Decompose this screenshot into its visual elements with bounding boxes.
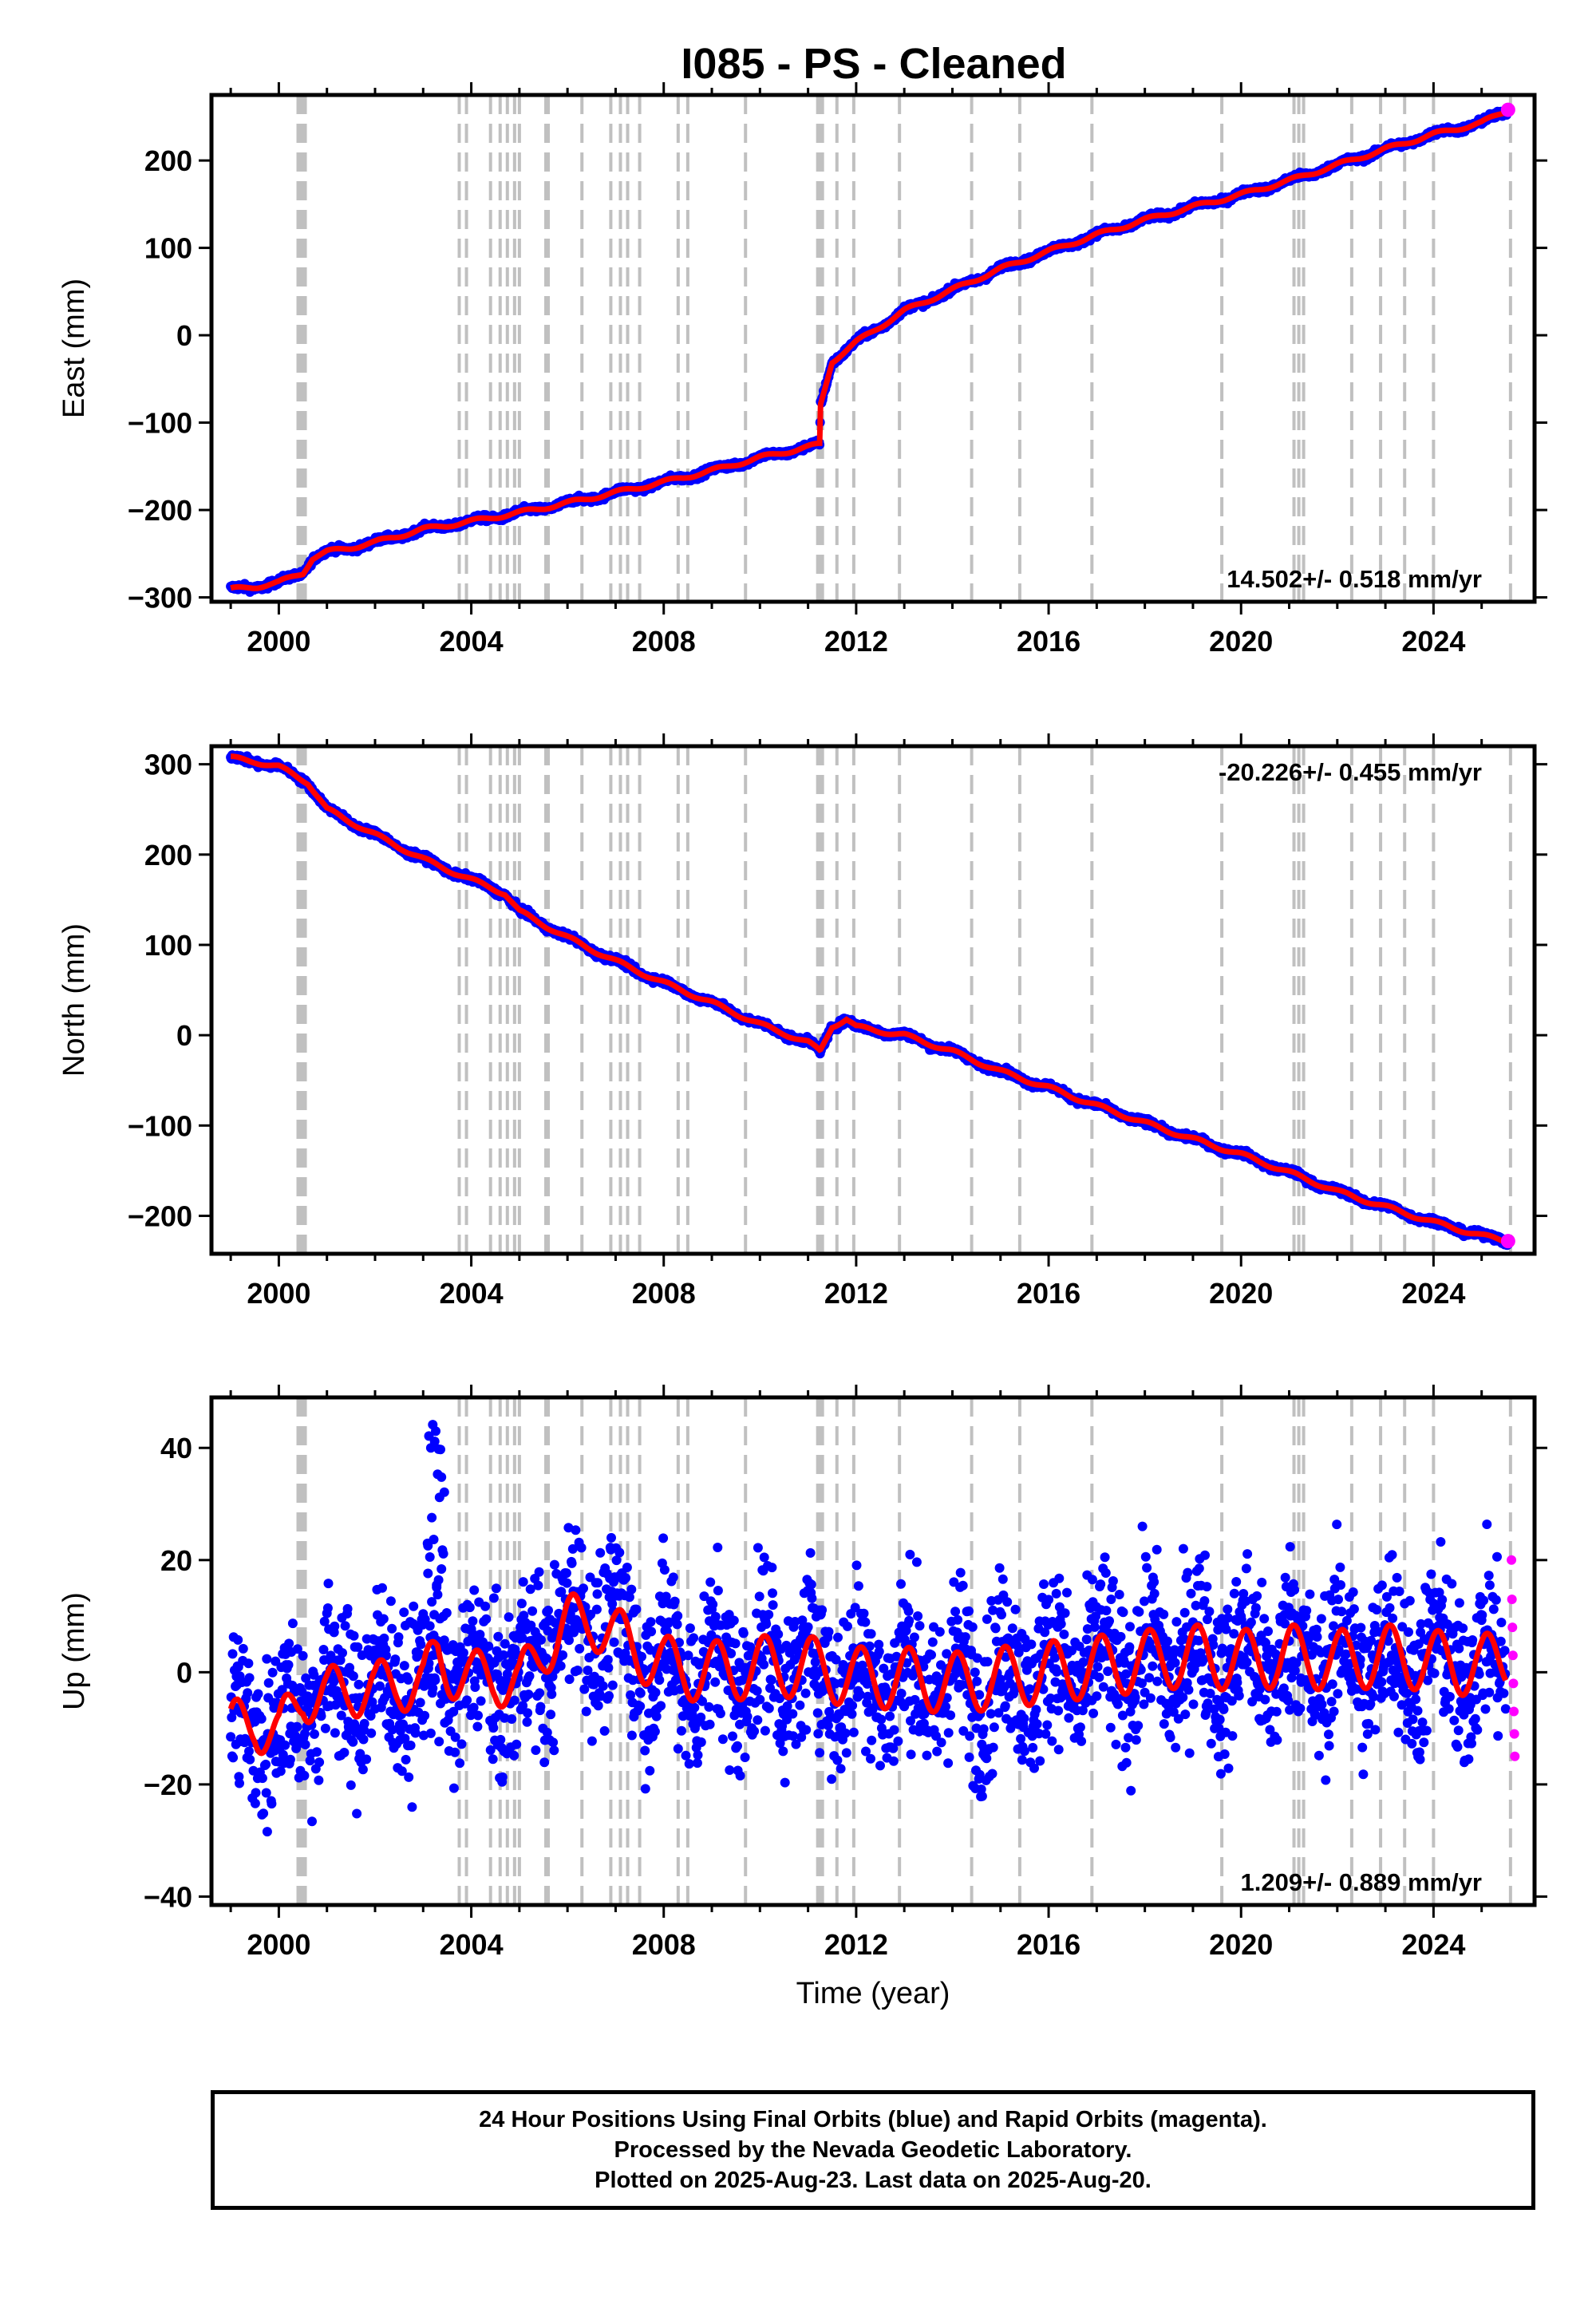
figure-title: I085 - PS - Cleaned — [681, 40, 1066, 88]
plot-frame — [209, 93, 1537, 604]
x-tick-label: 2020 — [1209, 625, 1273, 658]
plot-area — [226, 750, 1515, 1251]
x-tick-label: 2000 — [247, 625, 310, 658]
y-tick-label: −300 — [128, 582, 192, 615]
plot-area — [226, 102, 1515, 597]
model-line — [230, 109, 1509, 591]
panels: 2000 2004 2008 2012 2016 2020 2024−300−200−100… — [57, 82, 1547, 2010]
x-tick-label: 2024 — [1401, 625, 1465, 658]
y-tick-label: 200 — [144, 144, 192, 177]
panel-1: 2000 2004 2008 2012 2016 2020 2024−300−200−100… — [57, 82, 1547, 658]
x-tick-label: 2016 — [1017, 625, 1080, 658]
x-tick-label: 2008 — [632, 625, 696, 658]
x-tick-label: 2012 — [824, 625, 888, 658]
x-tick-label: 2004 — [440, 625, 504, 658]
y-axis-label: East (mm) — [57, 279, 91, 418]
y-tick-label: 0 — [176, 319, 192, 352]
y-tick-label: 100 — [144, 232, 192, 265]
rate-label: 14.502+/- 0.518 mm/yr — [1227, 565, 1482, 593]
y-tick-label: −200 — [128, 494, 192, 527]
rapid-point — [1500, 102, 1515, 117]
panel-2: 2000 2004 2008 2012 2016 2020 2024−200−1000100… — [57, 733, 1547, 1310]
y-tick-label: −100 — [128, 407, 192, 440]
